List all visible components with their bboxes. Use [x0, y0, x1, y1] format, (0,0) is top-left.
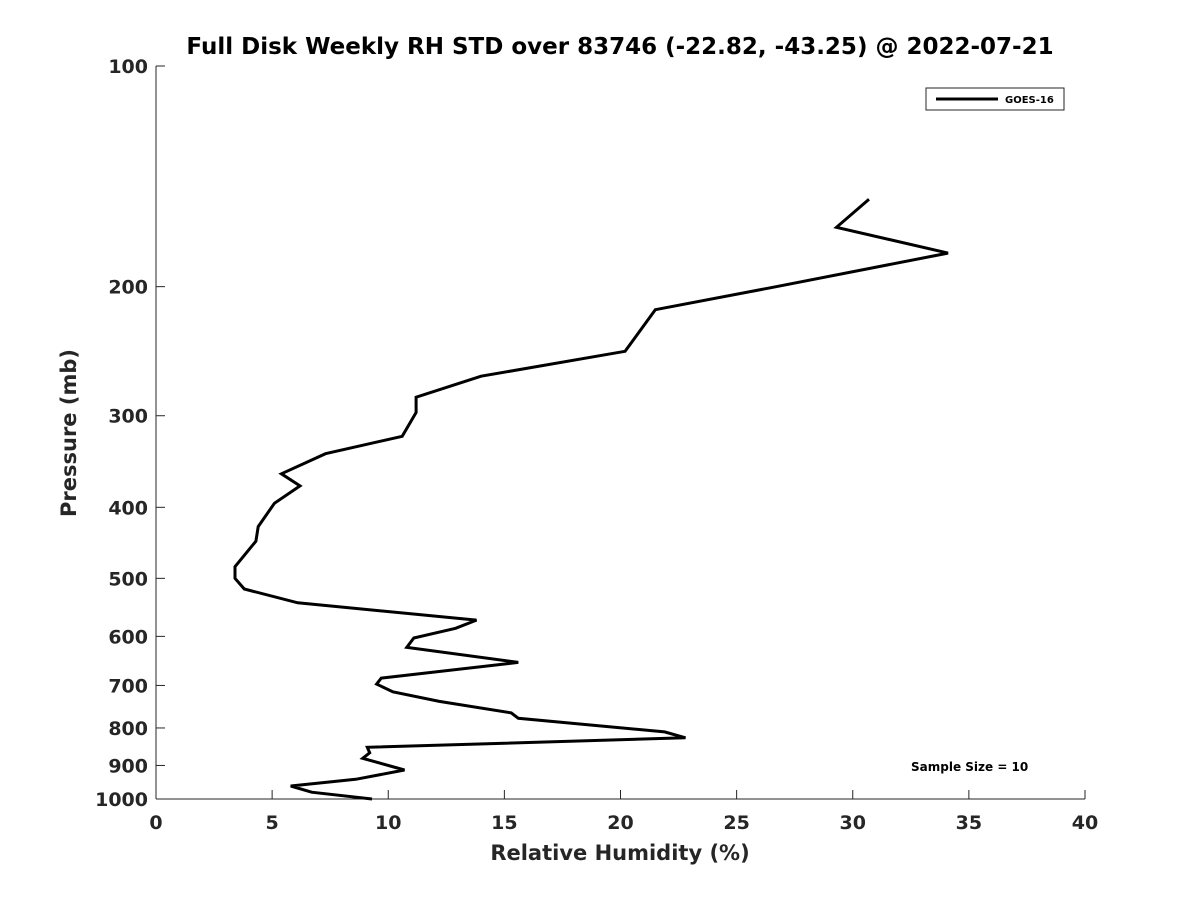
x-tick-label: 0 [149, 812, 162, 834]
x-tick-label: 35 [956, 812, 982, 834]
y-tick-label: 800 [108, 718, 148, 740]
x-tick-label: 10 [375, 812, 401, 834]
series-line-goes-16 [233, 198, 949, 801]
y-tick-label: 700 [108, 675, 148, 697]
y-tick-label: 200 [108, 277, 148, 299]
x-axis-ticks: 0 5 10 15 20 25 30 35 40 [149, 790, 1098, 834]
axes [155, 66, 1085, 800]
y-tick-label: 300 [108, 406, 148, 428]
y-tick-label: 1000 [95, 789, 148, 811]
y-axis-label: Pressure (mb) [57, 349, 81, 517]
y-tick-label: 100 [108, 56, 148, 78]
y-tick-label: 400 [108, 497, 148, 519]
x-tick-label: 15 [491, 812, 517, 834]
y-tick-label: 900 [108, 755, 148, 777]
x-tick-label: 30 [840, 812, 866, 834]
x-axis-label: Relative Humidity (%) [490, 841, 749, 865]
y-tick-label: 600 [108, 626, 148, 648]
x-tick-label: 20 [607, 812, 633, 834]
legend: GOES-16 [925, 87, 1065, 111]
x-tick-label: 5 [266, 812, 279, 834]
y-axis-ticks: 100 200 300 400 500 600 700 800 900 1000 [95, 56, 165, 811]
sample-size-annotation: Sample Size = 10 [911, 760, 1028, 774]
chart-title: Full Disk Weekly RH STD over 83746 (-22.… [186, 34, 1053, 60]
x-tick-label: 25 [723, 812, 749, 834]
series-layer [233, 198, 949, 801]
x-tick-label: 40 [1072, 812, 1098, 834]
legend-label-goes-16: GOES-16 [1005, 95, 1054, 106]
y-tick-label: 500 [108, 568, 148, 590]
